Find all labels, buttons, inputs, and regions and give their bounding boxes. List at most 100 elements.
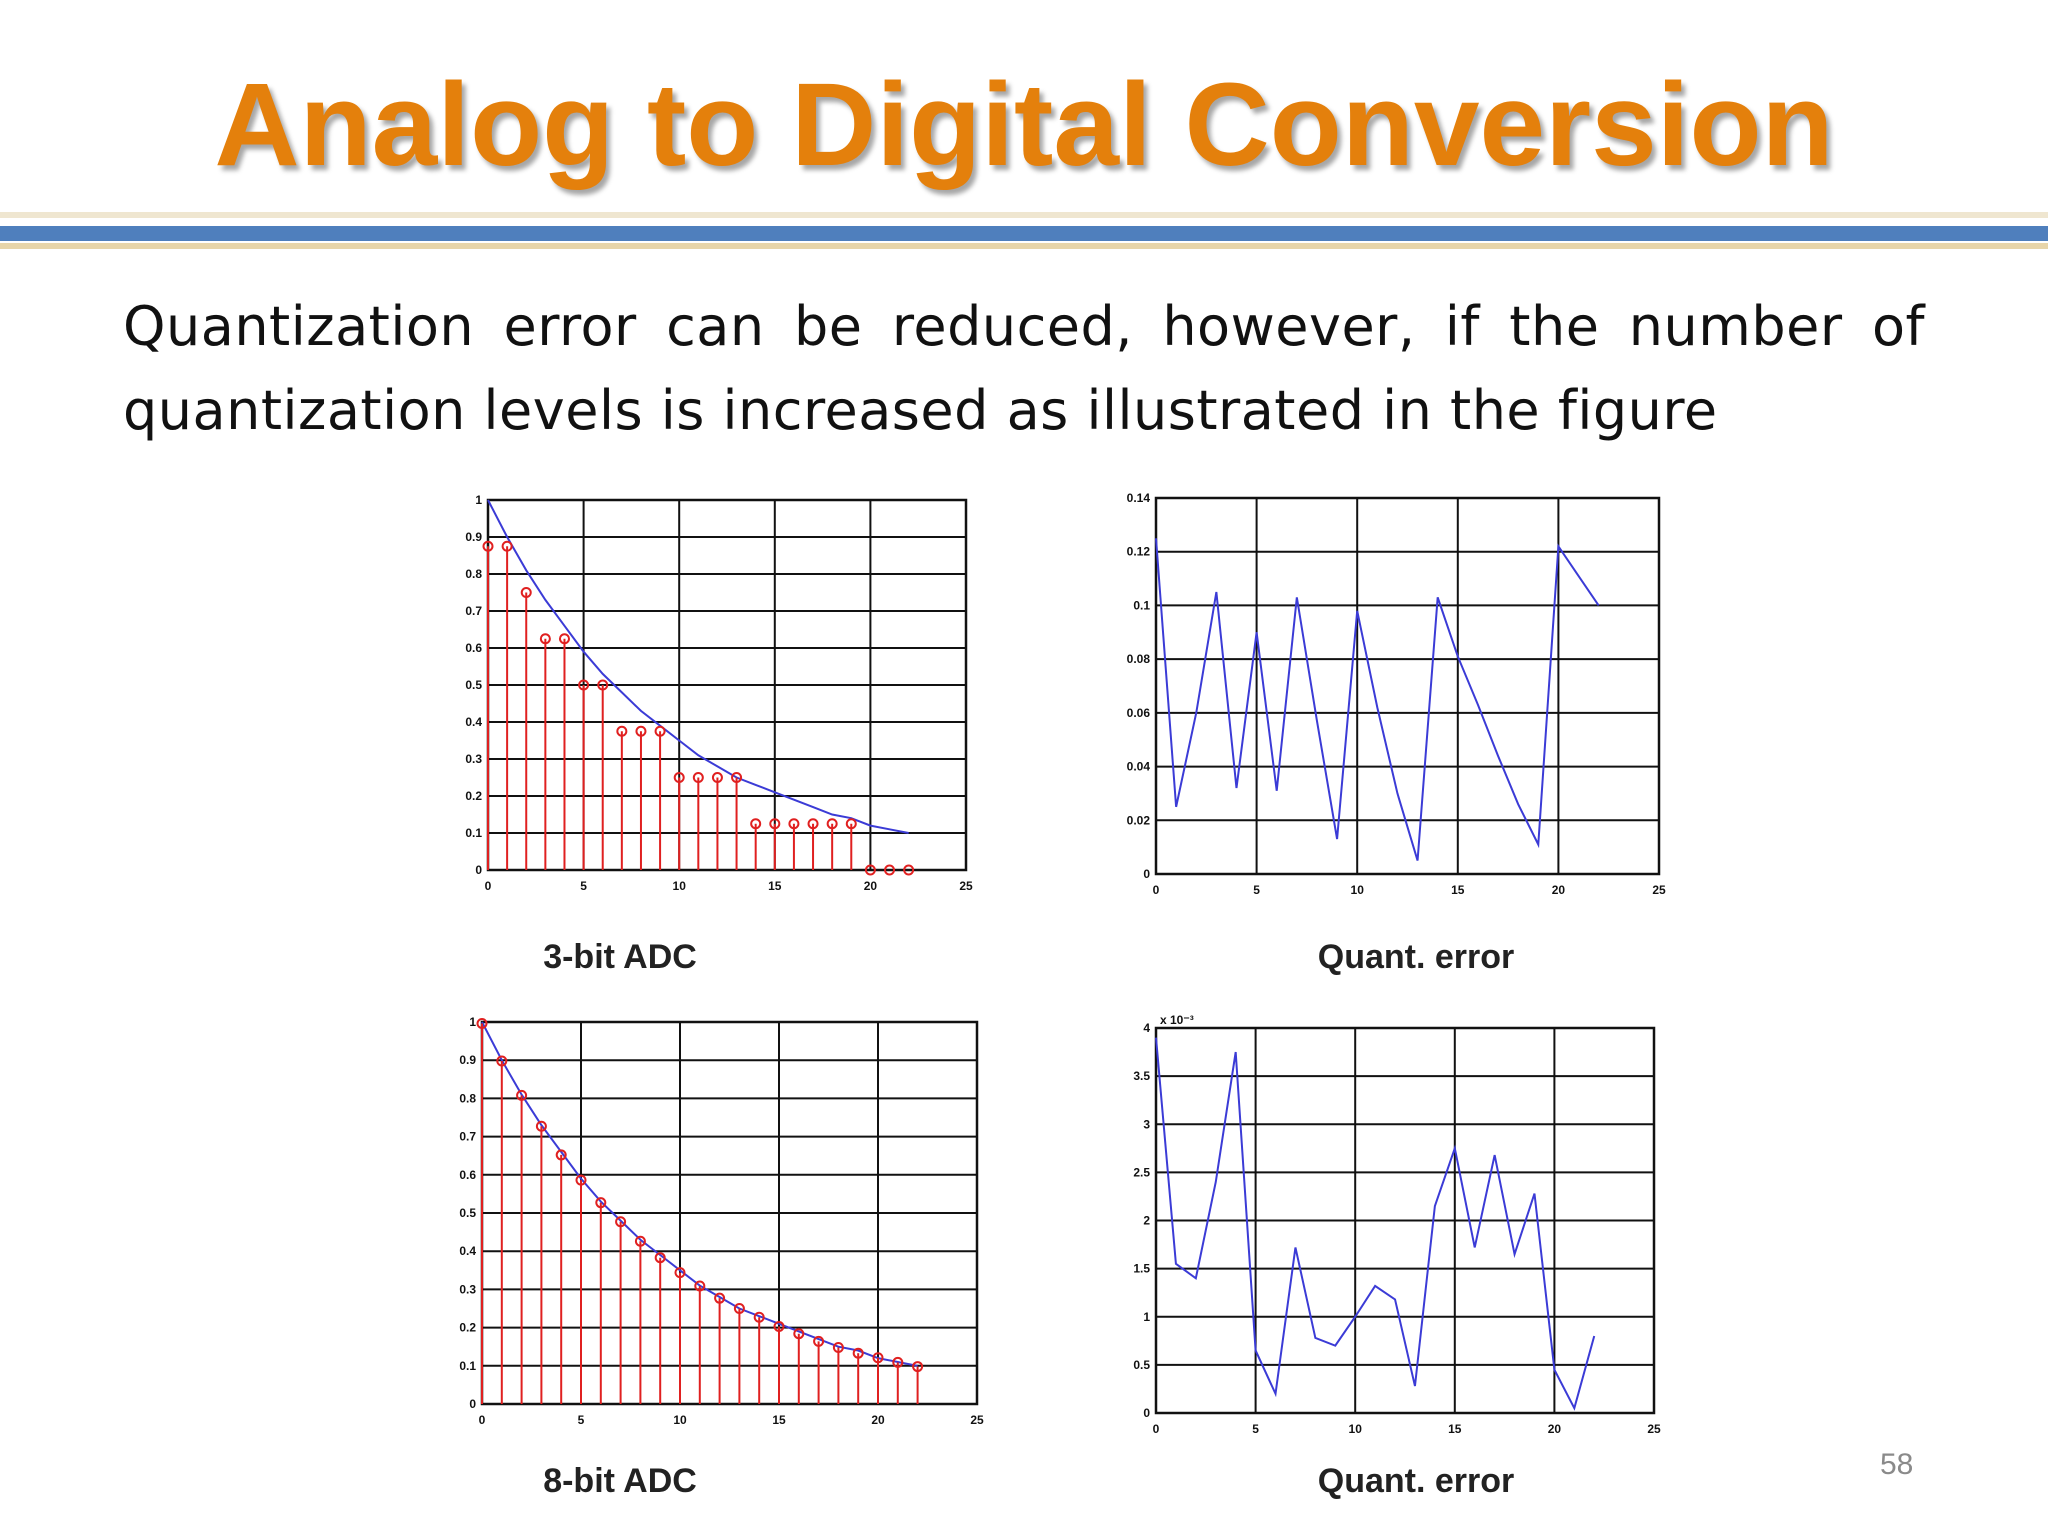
stem-marker bbox=[826, 818, 838, 830]
y-tick-label: 3.5 bbox=[1133, 1069, 1150, 1083]
x-tick-label: 10 bbox=[1349, 1422, 1363, 1436]
x-tick-label: 15 bbox=[772, 1413, 786, 1427]
chart-8bit-error-svg: 0 5 10 15 20 25 0 0.5 1 1.5 2 2.5 3 3.5 4 x 10⁻³ bbox=[1133, 1013, 1661, 1436]
x-tick-label: 25 bbox=[1647, 1422, 1661, 1436]
x-tick-label: 25 bbox=[970, 1413, 984, 1427]
x-tick-label: 0 bbox=[1153, 883, 1160, 897]
plot-frame bbox=[1154, 496, 1661, 876]
stem-marker bbox=[635, 725, 647, 737]
chart-3bit-adc: 0 5 10 15 20 25 0 0.1 0.2 0.3 0.4 0.5 0.6 0.7 0.8 0.9 1 bbox=[440, 490, 1000, 910]
y-tick-label: 0.9 bbox=[465, 530, 482, 544]
caption-3bit-adc: 3-bit ADC bbox=[543, 938, 697, 976]
stem-marker bbox=[807, 818, 819, 830]
stem-marker bbox=[674, 1267, 686, 1279]
y-tick-label: 0.08 bbox=[1127, 652, 1151, 666]
x-tick-label: 0 bbox=[1153, 1422, 1160, 1436]
y-tick-label: 0.04 bbox=[1127, 760, 1151, 774]
stem-marker bbox=[832, 1341, 844, 1353]
stem-marker bbox=[597, 679, 609, 691]
stem-marker bbox=[555, 1149, 567, 1161]
stem-marker bbox=[654, 725, 666, 737]
x-tick-label: 20 bbox=[1552, 883, 1566, 897]
x-tick-label: 10 bbox=[673, 1413, 687, 1427]
y-tick-label: 0.4 bbox=[465, 715, 482, 729]
series-line bbox=[481, 1021, 918, 1367]
axis-multiplier: x 10⁻³ bbox=[1160, 1013, 1194, 1027]
stem-marker bbox=[595, 1197, 607, 1209]
stem-marker bbox=[634, 1235, 646, 1247]
stem-marker bbox=[731, 772, 743, 783]
stem-marker bbox=[892, 1356, 904, 1368]
x-tick-label: 5 bbox=[1253, 883, 1260, 897]
x-tick-label: 15 bbox=[768, 879, 782, 893]
y-tick-label: 1 bbox=[475, 493, 482, 507]
y-tick-label: 0.1 bbox=[459, 1359, 476, 1373]
chart-3bit-adc-svg: 0 5 10 15 20 25 0 0.1 0.2 0.3 0.4 0.5 0.6 0.7 0.8 0.9 1 bbox=[465, 493, 973, 893]
x-tick-label: 10 bbox=[1351, 883, 1365, 897]
y-tick-label: 0.5 bbox=[1133, 1358, 1150, 1372]
body-text: Quantization error can be reduced, howev… bbox=[123, 295, 1925, 442]
chart-3bit-error-svg: 0 5 10 15 20 25 0 0.02 0.04 0.06 0.08 0.1 0.12 0.14 bbox=[1127, 491, 1666, 897]
y-tick-label: 0.3 bbox=[465, 752, 482, 766]
title-rule bbox=[0, 226, 2048, 241]
y-tick-label: 0.2 bbox=[459, 1321, 476, 1335]
stem-marker bbox=[654, 1252, 666, 1264]
chart-8bit-error: 0 5 10 15 20 25 0 0.5 1 1.5 2 2.5 3 3.5 4 x 10⁻³ bbox=[1108, 1010, 1668, 1436]
y-tick-label: 0.3 bbox=[459, 1282, 476, 1296]
x-tick-label: 25 bbox=[959, 879, 973, 893]
stem-marker bbox=[864, 864, 876, 876]
stem-marker bbox=[773, 1320, 785, 1332]
stem-marker bbox=[575, 1174, 587, 1186]
y-tick-label: 0 bbox=[475, 863, 482, 877]
y-tick-label: 0.14 bbox=[1127, 491, 1151, 505]
y-tick-label: 2.5 bbox=[1133, 1165, 1150, 1179]
title-rule-bottom bbox=[0, 243, 2048, 249]
chart-8bit-adc: 0 5 10 15 20 25 0 0.1 0.2 0.3 0.4 0.5 0.6 0.7 0.8 0.9 1 bbox=[440, 1010, 1000, 1430]
stem-marker bbox=[578, 679, 590, 691]
y-tick-label: 0.4 bbox=[459, 1244, 476, 1258]
x-tick-label: 5 bbox=[1252, 1422, 1259, 1436]
x-tick-label: 10 bbox=[673, 879, 687, 893]
x-tick-label: 5 bbox=[580, 879, 587, 893]
stem-marker bbox=[476, 1018, 488, 1030]
caption-8bit-error: Quant. error bbox=[1317, 1462, 1515, 1500]
chart-3bit-error: 0 5 10 15 20 25 0 0.02 0.04 0.06 0.08 0.1 0.12 0.14 bbox=[1108, 490, 1668, 910]
stem-marker bbox=[692, 772, 704, 783]
series-line bbox=[1155, 538, 1600, 861]
stem-marker bbox=[753, 1311, 765, 1323]
x-tick-label: 20 bbox=[1548, 1422, 1562, 1436]
x-tick-label: 20 bbox=[864, 879, 878, 893]
stem-marker bbox=[558, 633, 570, 645]
stem-marker bbox=[516, 1089, 528, 1101]
caption-8bit-adc: 8-bit ADC bbox=[543, 1462, 697, 1500]
x-tick-label: 15 bbox=[1448, 1422, 1462, 1436]
page-number: 58 bbox=[1880, 1448, 1914, 1481]
y-tick-label: 0.6 bbox=[459, 1168, 476, 1182]
stem-marker bbox=[813, 1335, 825, 1347]
x-tick-label: 0 bbox=[485, 879, 492, 893]
stem-marker bbox=[535, 1120, 547, 1132]
y-tick-label: 0.8 bbox=[465, 567, 482, 581]
stem-marker bbox=[872, 1352, 884, 1364]
stem-marker bbox=[694, 1280, 706, 1292]
stem-marker bbox=[793, 1328, 805, 1340]
stem-marker bbox=[711, 772, 723, 783]
series-line bbox=[487, 499, 909, 834]
stem-marker bbox=[673, 772, 685, 783]
stem-marker bbox=[615, 1216, 627, 1228]
y-tick-label: 0.06 bbox=[1127, 706, 1151, 720]
y-tick-label: 0.2 bbox=[465, 789, 482, 803]
stem-marker bbox=[769, 818, 781, 830]
plot-frame bbox=[1154, 1026, 1656, 1415]
slide-title: Analog to Digital Conversion bbox=[214, 59, 1834, 191]
y-tick-label: 0.1 bbox=[1133, 598, 1150, 612]
stem-marker bbox=[501, 540, 513, 552]
stem-marker bbox=[852, 1347, 864, 1359]
y-tick-label: 0.6 bbox=[465, 641, 482, 655]
stem-marker bbox=[903, 864, 915, 876]
x-tick-label: 0 bbox=[479, 1413, 486, 1427]
y-tick-label: 0 bbox=[469, 1397, 476, 1411]
x-tick-label: 25 bbox=[1652, 883, 1666, 897]
y-tick-label: 0.7 bbox=[459, 1130, 476, 1144]
x-tick-label: 20 bbox=[871, 1413, 885, 1427]
